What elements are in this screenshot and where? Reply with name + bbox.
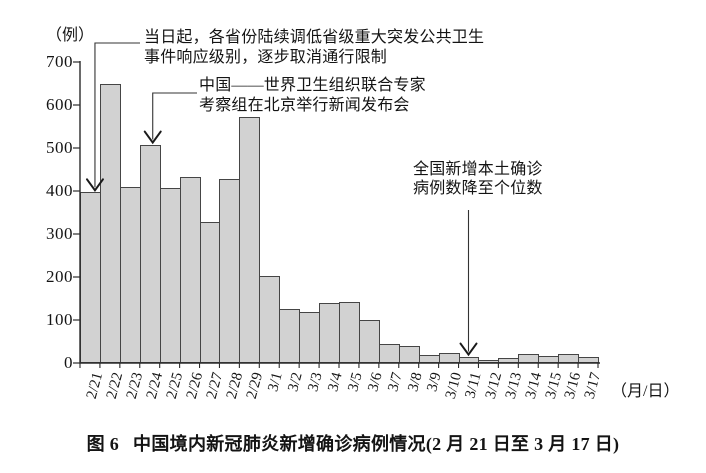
y-tick-label: 200: [46, 267, 73, 286]
annotation-connector-line: [152, 92, 197, 140]
x-tick-label: 3/6: [364, 370, 386, 394]
x-tick-label: 3/14: [522, 370, 545, 401]
annotation-text-line: 病例数降至个位数: [413, 180, 543, 197]
x-tick-label: 2/29: [243, 370, 266, 401]
x-tick-label: 2/26: [183, 370, 207, 401]
x-tick-label: 3/9: [424, 370, 446, 394]
annotation-arrow-icon: [85, 178, 104, 192]
x-tick-label: 3/7: [384, 370, 406, 394]
x-tick-label: 2/28: [223, 370, 246, 401]
x-tick-label: 3/5: [345, 370, 366, 394]
x-tick-label: 3/17: [582, 370, 605, 401]
x-axis-unit-label: （月/日）: [611, 383, 680, 400]
x-tick-label: 2/21: [84, 370, 107, 401]
annotation-text-line: 当日起，各省份陆续调低省级重大突发公共卫生: [144, 29, 485, 46]
y-tick-label: 300: [46, 224, 73, 243]
annotation-connector-line: [94, 42, 140, 188]
annotation-text-line: 事件响应级别，逐步取消通行限制: [144, 49, 388, 66]
x-tick-label: 3/10: [442, 370, 466, 401]
x-tick-label: 3/16: [562, 370, 585, 401]
x-tick-label: 3/8: [404, 370, 426, 394]
annotation-single-digit-local-cases: 全国新增本土确诊 病例数降至个位数: [413, 160, 543, 198]
y-tick-label: 500: [46, 138, 73, 157]
annotation-china-who-joint-mission: 中国——世界卫生组织联合专家 考察组在北京举行新闻发布会: [199, 76, 426, 116]
x-tick-label: 2/24: [143, 370, 167, 401]
x-tick-label: 3/4: [325, 370, 346, 394]
annotation-arrow-icon: [459, 342, 478, 357]
x-tick-label: 3/2: [285, 370, 306, 394]
x-tick-label: 3/13: [502, 370, 525, 401]
x-tick-label: 3/11: [462, 370, 485, 401]
annotation-text-line: 中国——世界卫生组织联合专家: [199, 77, 426, 94]
y-tick-label: 100: [46, 310, 73, 329]
figure-caption: 图 6 中国境内新冠肺炎新增确诊病例情况(2 月 21 日至 3 月 17 日): [0, 432, 706, 456]
annotation-text-line: 全国新增本土确诊: [413, 161, 543, 178]
x-tick-label: 2/22: [104, 370, 127, 401]
annotation-arrow-icon: [143, 130, 162, 145]
x-tick-label: 3/12: [482, 370, 505, 401]
y-axis-unit-label: （例）: [46, 27, 95, 44]
x-tick-label: 3/3: [305, 370, 326, 394]
annotation-response-level-downgrade: 当日起，各省份陆续调低省级重大突发公共卫生 事件响应级别，逐步取消通行限制: [144, 28, 484, 68]
y-tick-label: 0: [64, 353, 73, 372]
x-tick-label: 2/27: [203, 370, 226, 401]
figure-number: 图 6: [86, 434, 120, 454]
figure-caption-text: 中国境内新冠肺炎新增确诊病例情况(2 月 21 日至 3 月 17 日): [133, 434, 620, 454]
y-tick-label: 400: [46, 181, 73, 200]
x-tick-label: 2/23: [123, 370, 147, 401]
annotation-text-line: 考察组在北京举行新闻发布会: [199, 97, 410, 114]
y-tick-label: 600: [46, 95, 73, 114]
x-tick-label: 3/15: [542, 370, 565, 401]
x-tick-label: 2/25: [163, 370, 187, 401]
y-tick-label: 700: [46, 52, 73, 71]
x-tick-label: 3/1: [265, 370, 286, 394]
